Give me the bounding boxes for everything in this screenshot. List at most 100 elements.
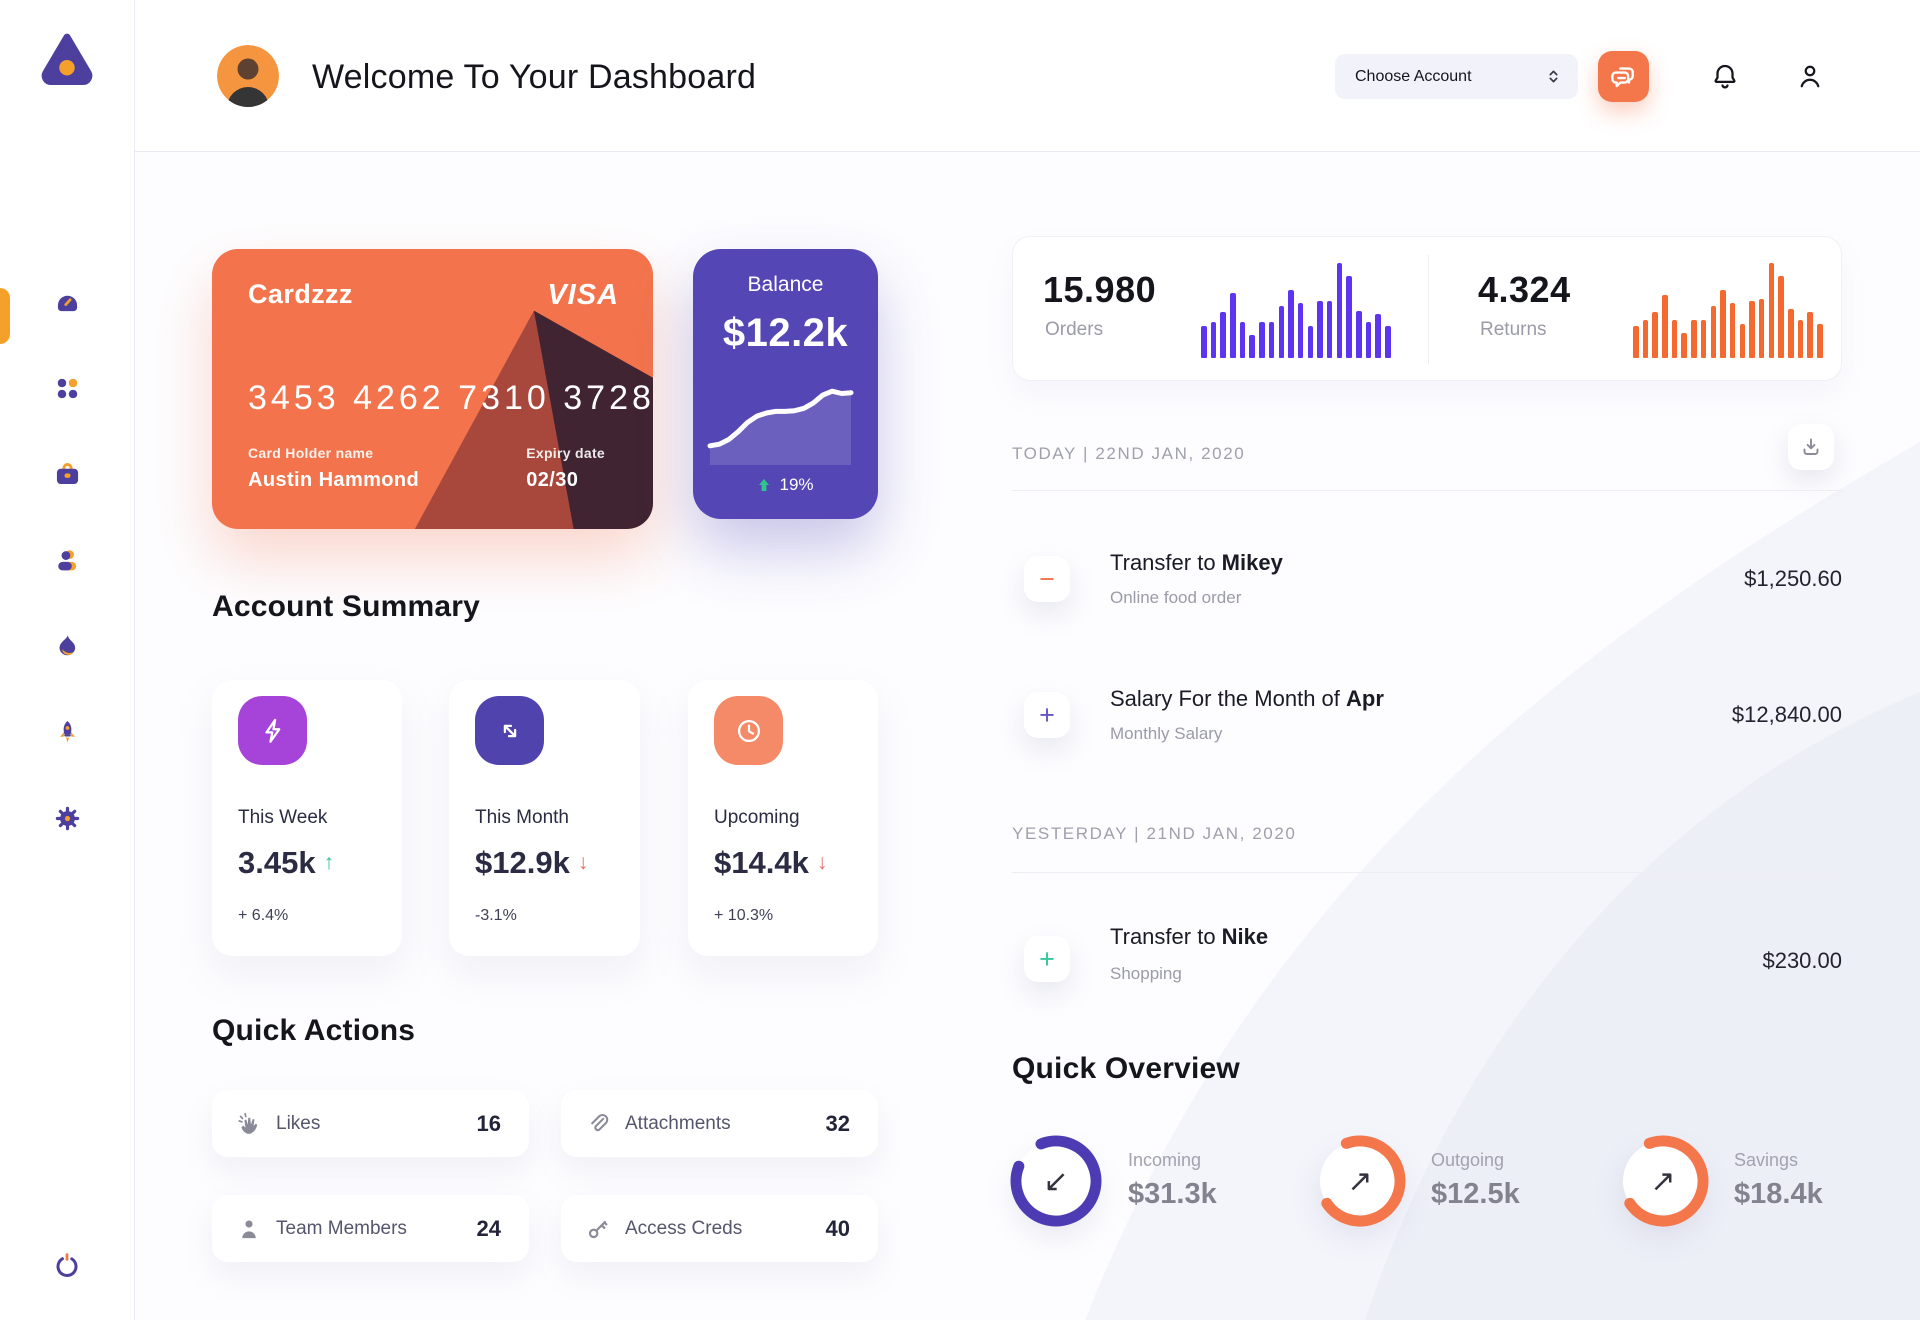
page-title: Welcome To Your Dashboard (312, 58, 757, 96)
quick-action-team-members[interactable]: Team Members 24 (212, 1195, 529, 1262)
diagonal-arrows-icon (475, 696, 544, 765)
quick-actions-title: Quick Actions (212, 1014, 416, 1047)
avatar[interactable] (217, 45, 279, 107)
card-name: Cardzzz (248, 279, 353, 309)
trend-down-icon: ↓ (816, 851, 828, 874)
incoming-label: Incoming (1128, 1150, 1202, 1170)
transaction-title: Transfer to (1110, 550, 1222, 575)
balance-change: 19% (779, 475, 814, 494)
main-content: Cardzzz VISA 3453 4262 7310 3728 Card Ho… (135, 152, 1920, 1320)
trend-down-icon: ↓ (577, 851, 589, 874)
savings-value: $18.4k (1734, 1178, 1823, 1210)
divider (1428, 255, 1429, 364)
transaction-title-bold: Apr (1346, 686, 1384, 711)
outgoing-label: Outgoing (1431, 1150, 1505, 1170)
clap-icon (238, 1112, 258, 1134)
yesterday-header: YESTERDAY | 21ND JAN, 2020 (1012, 824, 1297, 843)
briefcase-icon (56, 462, 78, 484)
orders-label: Orders (1045, 319, 1104, 340)
background-wave (1085, 442, 1920, 1320)
transaction-title: Transfer to (1110, 924, 1222, 949)
incoming-donut: ↙ (1008, 1133, 1104, 1229)
summary-change: -3.1% (475, 907, 517, 924)
quick-action-label: Likes (276, 1112, 321, 1134)
account-selector[interactable]: Choose Account (1335, 54, 1578, 99)
arrow-up-right-icon: ↗ (1650, 1164, 1676, 1198)
summary-card-upcoming[interactable]: Upcoming $14.4k ↓ + 10.3% (688, 680, 878, 956)
download-button[interactable] (1788, 424, 1834, 470)
download-icon (1803, 438, 1819, 455)
sidebar-nav (0, 288, 134, 832)
returns-label: Returns (1480, 319, 1547, 340)
divider (1012, 490, 1842, 491)
minus-icon: − (1024, 556, 1070, 602)
sidebar-item-activity[interactable] (53, 632, 81, 660)
arrow-down-left-icon: ↙ (1043, 1164, 1069, 1198)
dashboard-icon (57, 295, 77, 311)
messages-button[interactable] (1598, 51, 1649, 102)
card-expiry-label: Expiry date (526, 445, 605, 461)
quick-action-count: 24 (476, 1215, 501, 1241)
power-icon (56, 1253, 78, 1277)
member-icon (242, 1219, 256, 1238)
paperclip-icon (591, 1113, 609, 1131)
orders-value: 15.980 (1043, 269, 1157, 310)
active-nav-indicator (0, 288, 10, 344)
balance-value: $12.2k (722, 311, 849, 355)
header: Welcome To Your Dashboard Choose Account (135, 0, 1920, 152)
transaction-subtitle: Monthly Salary (1110, 724, 1223, 743)
bell-icon (1714, 64, 1736, 89)
activity-panel: 15.980 Orders 4.324 Returns TODAY | 22ND… (1010, 152, 1842, 1320)
savings-label: Savings (1734, 1150, 1799, 1170)
summary-value: $14.4k (714, 845, 809, 880)
sidebar-item-settings[interactable] (53, 804, 81, 832)
summary-card-this-week[interactable]: This Week 3.45k ↑ + 6.4% (212, 680, 402, 956)
quick-action-label: Team Members (276, 1217, 407, 1239)
plus-icon: + (1024, 936, 1070, 982)
transaction-title-bold: Mikey (1221, 550, 1283, 575)
today-header: TODAY | 22ND JAN, 2020 (1012, 444, 1246, 463)
bolt-icon (238, 696, 307, 765)
sidebar-item-launch[interactable] (53, 718, 81, 746)
credit-card[interactable]: Cardzzz VISA 3453 4262 7310 3728 Card Ho… (212, 249, 653, 529)
up-arrow-icon (759, 479, 770, 491)
arrow-up-right-icon: ↗ (1347, 1164, 1373, 1198)
transaction-subtitle: Shopping (1110, 964, 1182, 983)
outgoing-value: $12.5k (1431, 1178, 1520, 1210)
quick-action-attachments[interactable]: Attachments 32 (561, 1090, 878, 1157)
card-number: 3453 4262 7310 3728 (248, 379, 653, 417)
quick-action-label: Attachments (625, 1112, 731, 1134)
profile-button[interactable] (1795, 61, 1827, 93)
returns-value: 4.324 (1478, 269, 1571, 310)
notifications-button[interactable] (1710, 61, 1742, 93)
card-holder-label: Card Holder name (248, 445, 374, 461)
summary-card-this-month[interactable]: This Month $12.9k ↓ -3.1% (449, 680, 640, 956)
account-summary-title: Account Summary (212, 590, 481, 623)
sidebar (0, 0, 135, 1320)
plus-icon: + (1024, 692, 1070, 738)
chat-icon (1610, 66, 1634, 87)
summary-label: Upcoming (714, 807, 800, 828)
quick-action-access-creds[interactable]: Access Creds 40 (561, 1195, 878, 1262)
sidebar-item-dashboard[interactable] (53, 288, 81, 316)
visa-logo: VISA (547, 279, 619, 311)
returns-bars (1633, 263, 1823, 358)
sidebar-item-apps[interactable] (53, 374, 81, 402)
summary-label: This Month (475, 807, 569, 828)
summary-value: 3.45k (238, 845, 316, 880)
orders-bars (1201, 263, 1391, 358)
gear-icon (55, 806, 79, 830)
quick-action-count: 32 (825, 1110, 850, 1136)
incoming-value: $31.3k (1128, 1178, 1217, 1210)
quick-action-label: Access Creds (625, 1217, 743, 1239)
card-expiry-value: 02/30 (526, 469, 579, 491)
summary-change: + 6.4% (238, 907, 289, 924)
balance-card[interactable]: Balance $12.2k 19% (693, 249, 878, 519)
clock-icon (714, 696, 783, 765)
quick-action-likes[interactable]: Likes 16 (212, 1090, 529, 1157)
logout-button[interactable] (52, 1250, 82, 1280)
sidebar-item-work[interactable] (53, 460, 81, 488)
summary-label: This Week (238, 807, 328, 828)
sidebar-item-team[interactable] (53, 546, 81, 574)
